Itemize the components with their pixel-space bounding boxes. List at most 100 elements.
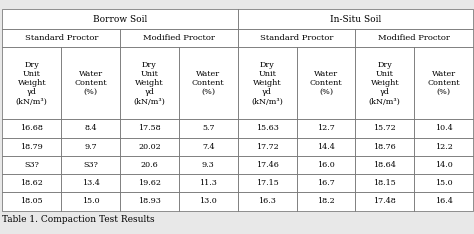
Bar [297,119,356,138]
Bar [414,138,473,156]
Text: 15.0: 15.0 [82,197,100,205]
Text: 14.0: 14.0 [435,161,453,169]
Text: Standard Proctor: Standard Proctor [260,34,333,42]
Bar [297,174,356,192]
Text: 18.15: 18.15 [374,179,396,187]
Bar [414,47,473,119]
Text: 7.4: 7.4 [202,143,215,151]
Text: 18.64: 18.64 [374,161,396,169]
Bar [414,119,473,138]
Text: 18.2: 18.2 [317,197,335,205]
Bar [297,156,356,174]
Bar [2,156,61,174]
Text: Dry
Unit
Weight
γd
(kN/m³): Dry Unit Weight γd (kN/m³) [134,61,165,106]
Text: 18.79: 18.79 [20,143,43,151]
Text: Standard Proctor: Standard Proctor [25,34,98,42]
Text: Water
Content
(%): Water Content (%) [192,70,225,96]
Text: S3?: S3? [24,161,39,169]
Text: 17.15: 17.15 [256,179,279,187]
Text: Modified Proctor: Modified Proctor [143,34,215,42]
Bar [237,9,473,29]
Text: Table 1. Compaction Test Results: Table 1. Compaction Test Results [2,215,155,224]
Bar [297,47,356,119]
Bar [237,174,297,192]
Bar [2,138,61,156]
Bar [2,174,61,192]
Bar [237,29,356,47]
Bar [297,192,356,211]
Bar [356,47,414,119]
Text: Borrow Soil: Borrow Soil [93,15,147,24]
Bar [61,138,120,156]
Bar [2,9,237,29]
Text: 18.93: 18.93 [138,197,161,205]
Bar [61,47,120,119]
Text: S3?: S3? [83,161,98,169]
Text: 9.7: 9.7 [84,143,97,151]
Text: 17.46: 17.46 [255,161,279,169]
Text: 20.02: 20.02 [138,143,161,151]
Bar [356,29,473,47]
Bar [120,29,237,47]
Text: 10.4: 10.4 [435,124,453,132]
Bar [414,192,473,211]
Text: 13.0: 13.0 [200,197,217,205]
Text: 16.7: 16.7 [317,179,335,187]
Bar [356,138,414,156]
Text: Dry
Unit
Weight
γd
(kN/m³): Dry Unit Weight γd (kN/m³) [16,61,48,106]
Text: 12.2: 12.2 [435,143,453,151]
Bar [2,47,61,119]
Text: 15.72: 15.72 [374,124,396,132]
Text: 18.62: 18.62 [20,179,43,187]
Bar [179,174,237,192]
Bar [2,119,61,138]
Text: 18.05: 18.05 [20,197,43,205]
Bar [356,174,414,192]
Text: 15.0: 15.0 [435,179,453,187]
Bar [237,119,297,138]
Bar [356,192,414,211]
Bar [120,47,179,119]
Text: 16.4: 16.4 [435,197,453,205]
Bar [179,192,237,211]
Bar [179,156,237,174]
Bar [120,119,179,138]
Text: Water
Content
(%): Water Content (%) [74,70,107,96]
Text: 18.76: 18.76 [374,143,396,151]
Bar [120,138,179,156]
Bar [356,156,414,174]
Text: 12.7: 12.7 [317,124,335,132]
Text: 9.3: 9.3 [202,161,215,169]
Bar [237,156,297,174]
Text: 8.4: 8.4 [84,124,97,132]
Bar [61,156,120,174]
Bar [237,138,297,156]
Text: Water
Content
(%): Water Content (%) [310,70,342,96]
Bar [120,174,179,192]
Bar [237,192,297,211]
Text: 17.72: 17.72 [256,143,279,151]
Text: 11.3: 11.3 [200,179,217,187]
Bar [179,119,237,138]
Bar [356,119,414,138]
Text: Dry
Unit
Weight
γd
(kN/m³): Dry Unit Weight γd (kN/m³) [251,61,283,106]
Bar [120,192,179,211]
Text: 16.0: 16.0 [317,161,335,169]
Text: Dry
Unit
Weight
γd
(kN/m³): Dry Unit Weight γd (kN/m³) [369,61,401,106]
Bar [237,47,297,119]
Bar [414,174,473,192]
Text: 16.3: 16.3 [258,197,276,205]
Text: 5.7: 5.7 [202,124,215,132]
Bar [179,138,237,156]
Text: Modified Proctor: Modified Proctor [378,34,450,42]
Bar [2,192,61,211]
Text: 19.62: 19.62 [138,179,161,187]
Bar [61,174,120,192]
Text: 17.48: 17.48 [374,197,396,205]
Bar [179,47,237,119]
Text: Water
Content
(%): Water Content (%) [428,70,460,96]
Text: 14.4: 14.4 [317,143,335,151]
Text: 13.4: 13.4 [82,179,100,187]
Bar [2,29,120,47]
Text: 20.6: 20.6 [141,161,158,169]
